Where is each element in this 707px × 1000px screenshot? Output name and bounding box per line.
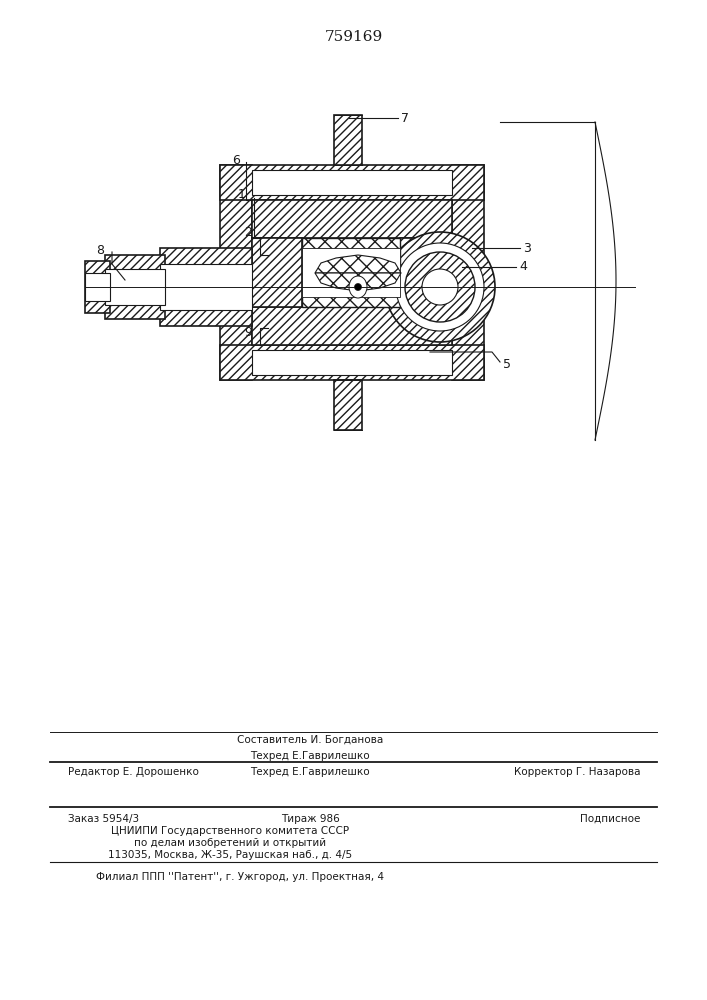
Circle shape bbox=[396, 243, 484, 331]
Bar bbox=[160, 264, 252, 310]
Text: Техред Е.Гаврилешко: Техред Е.Гаврилешко bbox=[250, 751, 370, 761]
Bar bbox=[220, 345, 484, 380]
Circle shape bbox=[422, 269, 458, 305]
Text: Составитель И. Богданова: Составитель И. Богданова bbox=[237, 735, 383, 745]
Bar bbox=[252, 170, 452, 195]
Bar bbox=[302, 248, 400, 297]
Text: Тираж 986: Тираж 986 bbox=[281, 814, 339, 824]
Text: 759169: 759169 bbox=[325, 30, 383, 44]
Circle shape bbox=[385, 232, 495, 342]
Text: ЦНИИПИ Государственного комитета СССР: ЦНИИПИ Государственного комитета СССР bbox=[111, 826, 349, 836]
Text: 113035, Москва, Ж-35, Раушская наб., д. 4/5: 113035, Москва, Ж-35, Раушская наб., д. … bbox=[108, 850, 352, 860]
Polygon shape bbox=[315, 255, 401, 273]
Ellipse shape bbox=[349, 276, 367, 298]
Text: Корректор Г. Назарова: Корректор Г. Назарова bbox=[513, 767, 640, 777]
Circle shape bbox=[354, 284, 361, 290]
Text: 9: 9 bbox=[244, 326, 252, 338]
Text: 6: 6 bbox=[232, 153, 240, 166]
Text: Филиал ППП ''Патент'', г. Ужгород, ул. Проектная, 4: Филиал ППП ''Патент'', г. Ужгород, ул. П… bbox=[96, 872, 384, 882]
Text: Техред Е.Гаврилешко: Техред Е.Гаврилешко bbox=[250, 767, 370, 777]
Text: 8: 8 bbox=[96, 243, 104, 256]
Text: Заказ 5954/3: Заказ 5954/3 bbox=[68, 814, 139, 824]
Bar bbox=[160, 248, 252, 326]
Bar bbox=[105, 255, 165, 319]
Text: 1: 1 bbox=[238, 188, 246, 202]
Polygon shape bbox=[315, 273, 401, 291]
Bar bbox=[452, 165, 484, 380]
Bar bbox=[220, 165, 252, 380]
Text: по делам изобретений и открытий: по делам изобретений и открытий bbox=[134, 838, 326, 848]
Circle shape bbox=[405, 252, 475, 322]
Bar bbox=[252, 200, 452, 238]
Bar bbox=[334, 115, 362, 165]
Text: Редактор Е. Дорошенко: Редактор Е. Дорошенко bbox=[68, 767, 199, 777]
Bar bbox=[85, 261, 110, 313]
Text: 4: 4 bbox=[519, 260, 527, 273]
Bar bbox=[85, 273, 110, 301]
Bar bbox=[252, 350, 452, 375]
Bar bbox=[105, 269, 165, 305]
Bar bbox=[334, 380, 362, 430]
Text: 5: 5 bbox=[503, 359, 511, 371]
Text: Подписное: Подписное bbox=[580, 814, 640, 824]
Bar bbox=[252, 307, 452, 345]
Text: 3: 3 bbox=[523, 241, 531, 254]
Text: 2: 2 bbox=[244, 227, 252, 239]
Text: 7: 7 bbox=[401, 111, 409, 124]
Bar bbox=[220, 165, 484, 200]
Bar bbox=[302, 238, 400, 307]
Bar bbox=[252, 238, 302, 307]
Bar bbox=[400, 238, 452, 307]
